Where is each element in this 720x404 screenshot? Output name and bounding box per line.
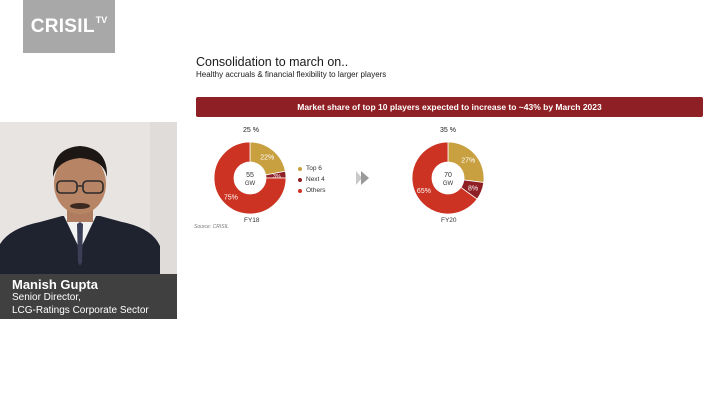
fy20-label: FY20 — [441, 217, 457, 224]
legend-label: Next 4 — [306, 176, 325, 183]
legend-label: Top 6 — [306, 165, 322, 172]
donut-slice-others — [411, 141, 478, 215]
source-note: Source: CRISIL — [194, 224, 229, 230]
chevron-right-icon — [356, 171, 369, 185]
legend-dot — [298, 188, 302, 193]
callout-fy20: 35 % — [440, 127, 456, 135]
donut-chart-fy20: 27% 8% 65% 70 GW — [411, 141, 485, 215]
slice-label: 3% — [273, 174, 281, 180]
legend-dot — [298, 166, 302, 171]
slice-label: 22% — [260, 155, 274, 162]
donut-center-value: 70 — [444, 172, 452, 179]
presenter-image — [0, 122, 177, 274]
presenter-name: Manish Gupta — [12, 277, 98, 292]
crisil-tv-logo: CRISIL TV — [23, 0, 115, 53]
presenter-caption: Manish Gupta Senior Director, LCG-Rating… — [0, 274, 177, 319]
slice-label: 75% — [224, 195, 238, 202]
presenter-role: Senior Director, — [12, 292, 81, 303]
fy18-label: FY18 — [244, 217, 260, 224]
donut-center-unit: GW — [245, 181, 256, 187]
presenter-video — [0, 122, 177, 274]
chart-legend: Top 6 Next 4 Others — [298, 163, 326, 196]
logo-superscript: TV — [95, 14, 108, 25]
donut-center-value: 55 — [246, 172, 254, 179]
donut-chart-fy18: 22% 3% 75% 55 GW — [213, 141, 287, 215]
legend-item-top6: Top 6 — [298, 163, 326, 174]
presenter-department: LCG-Ratings Corporate Sector — [12, 305, 149, 316]
legend-dot — [298, 177, 302, 182]
slice-label: 27% — [461, 158, 475, 165]
legend-item-next4: Next 4 — [298, 174, 326, 185]
highlight-banner: Market share of top 10 players expected … — [196, 97, 703, 117]
slice-label: 65% — [417, 188, 431, 195]
logo-text: CRISIL — [30, 15, 95, 37]
callout-fy18: 25 % — [243, 127, 259, 135]
slice-label: 8% — [468, 185, 478, 192]
legend-item-others: Others — [298, 185, 326, 196]
donut-slice-others — [213, 141, 287, 215]
legend-label: Others — [306, 187, 326, 194]
donut-center-unit: GW — [443, 181, 454, 187]
slide-subtitle: Healthy accruals & financial flexibility… — [196, 70, 387, 79]
slide-title: Consolidation to march on.. — [196, 55, 349, 69]
